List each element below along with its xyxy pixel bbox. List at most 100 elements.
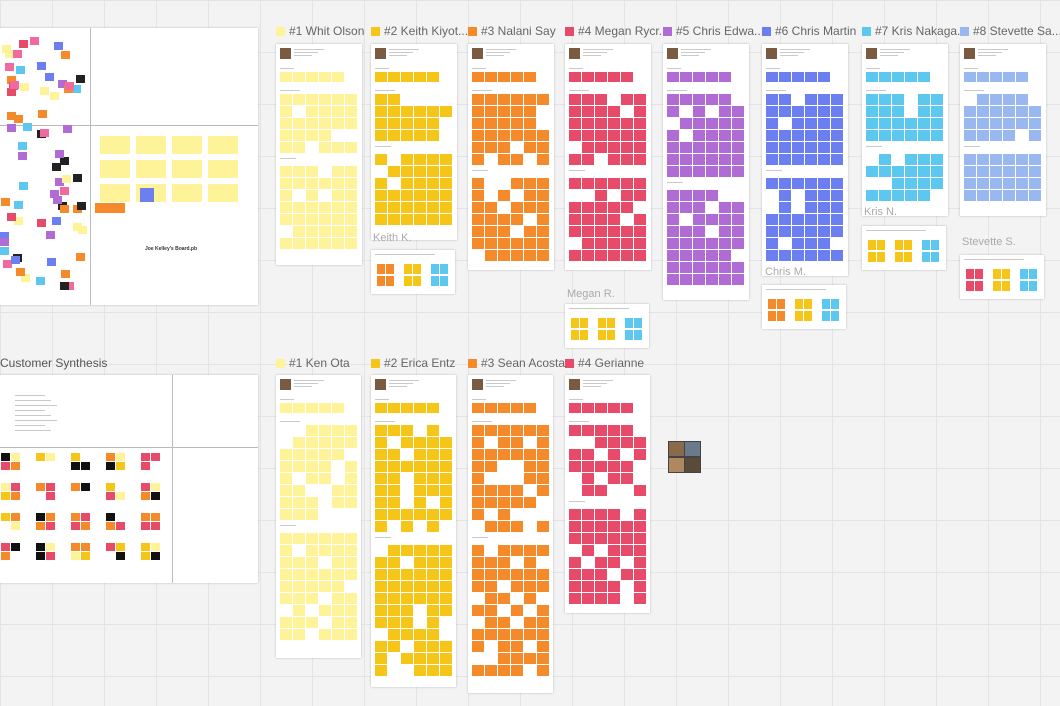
text-line — [978, 52, 1002, 53]
sticky-note — [931, 94, 943, 105]
sticky-note — [892, 130, 904, 141]
sticky-note — [472, 509, 484, 520]
sticky-note — [511, 72, 523, 82]
section-label — [280, 68, 294, 69]
sticky-note — [621, 461, 633, 472]
sticky-note — [667, 142, 679, 153]
sticky-note — [779, 94, 791, 105]
sticky-note — [537, 617, 549, 628]
sticky-note — [106, 492, 115, 500]
text-line — [15, 405, 57, 406]
sticky-note — [595, 485, 607, 496]
sticky-note — [414, 403, 426, 413]
sticky-note — [440, 437, 452, 448]
sticky-note — [511, 202, 523, 213]
sticky-note — [427, 569, 439, 580]
sticky-note — [485, 665, 497, 676]
sticky-note — [306, 617, 318, 628]
sticky-note — [377, 276, 385, 286]
persona-card — [371, 375, 456, 687]
text-line — [15, 400, 51, 401]
sticky-note — [607, 318, 615, 328]
sticky-note — [693, 202, 705, 213]
sticky-note — [706, 154, 718, 165]
sticky-note — [332, 403, 344, 413]
sticky-note — [172, 136, 202, 154]
sticky-note — [472, 130, 484, 141]
sticky-note — [693, 106, 705, 117]
sticky-note — [805, 238, 817, 249]
sticky-note — [524, 449, 536, 460]
sticky-note — [569, 130, 581, 141]
avatar — [569, 48, 580, 59]
sticky-note — [472, 106, 484, 117]
sticky-note — [879, 154, 891, 165]
sticky-note — [414, 473, 426, 484]
sticky-note — [621, 142, 633, 153]
sticky-note — [693, 226, 705, 237]
sticky-note — [779, 250, 791, 261]
sticky-note — [680, 72, 692, 82]
sticky-note — [36, 513, 45, 521]
sticky-note — [427, 521, 439, 532]
sticky-note — [634, 437, 646, 448]
sticky-note — [569, 425, 581, 436]
sticky-note — [319, 238, 331, 249]
sticky-note — [440, 569, 452, 580]
sticky-note — [766, 154, 778, 165]
sticky-note — [293, 509, 305, 520]
sticky-note — [414, 190, 426, 201]
sticky-note — [81, 552, 90, 560]
sticky-note — [375, 617, 387, 628]
sticky-note — [345, 629, 357, 640]
sticky-note — [582, 461, 594, 472]
sticky-note — [608, 403, 620, 413]
sticky-note — [537, 214, 549, 225]
text-line — [15, 425, 45, 426]
sticky-note — [151, 513, 160, 521]
sticky-note — [667, 250, 679, 261]
sticky-note — [5, 50, 14, 58]
sticky-note — [388, 617, 400, 628]
sticky-note — [414, 130, 426, 141]
sticky-note — [401, 178, 413, 189]
sticky-note — [332, 425, 344, 436]
sticky-note — [319, 226, 331, 237]
sticky-note — [427, 665, 439, 676]
sticky-note — [306, 425, 318, 436]
sticky-note — [280, 118, 292, 129]
sticky-note — [472, 629, 484, 640]
sticky-note — [332, 94, 344, 105]
sticky-note — [345, 106, 357, 117]
sticky-note — [414, 509, 426, 520]
sticky-note — [1016, 166, 1028, 177]
sticky-note — [498, 214, 510, 225]
sticky-note — [634, 130, 646, 141]
sticky-note — [582, 425, 594, 436]
sticky-note — [595, 425, 607, 436]
sticky-note — [511, 154, 523, 165]
sticky-note — [831, 130, 843, 141]
sticky-note — [280, 557, 292, 568]
sticky-note — [140, 188, 154, 202]
section-label — [569, 501, 585, 502]
sticky-note — [319, 142, 331, 153]
sticky-note — [388, 449, 400, 460]
sticky-note — [100, 184, 130, 202]
sticky-note — [621, 72, 633, 82]
sticky-note — [332, 190, 344, 201]
sticky-note — [375, 581, 387, 592]
sticky-note — [485, 497, 497, 508]
sticky-note — [46, 513, 55, 521]
sticky-note — [693, 72, 705, 82]
sticky-note — [1016, 154, 1028, 165]
sticky-note — [805, 178, 817, 189]
sticky-note — [345, 485, 357, 496]
section-label — [569, 170, 585, 171]
sticky-note — [345, 545, 357, 556]
sticky-note — [805, 72, 817, 82]
sticky-note — [524, 425, 536, 436]
frame-icon — [468, 359, 477, 368]
sticky-note — [922, 252, 930, 262]
